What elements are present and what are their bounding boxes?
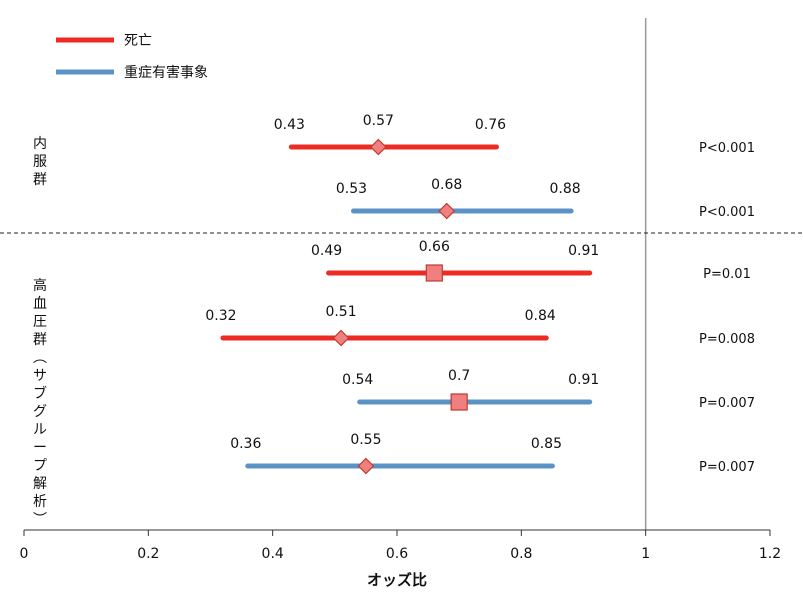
forest-row-1: 0.53 0.68 0.88 P<0.001 [336, 177, 755, 220]
x-tick-label-4: 0.8 [510, 546, 532, 562]
upper-label-5: 0.85 [531, 436, 562, 452]
separators [0, 18, 803, 530]
forest-row-2: 0.49 0.66 0.91 P=0.01 [311, 239, 751, 282]
upper-label-1: 0.88 [549, 181, 580, 197]
upper-label-3: 0.84 [525, 308, 556, 324]
estimate-marker-0 [370, 138, 387, 156]
p-value-5: P=0.007 [699, 460, 755, 475]
forest-row-3: 0.32 0.51 0.84 P=0.008 [205, 304, 755, 347]
estimate-label-3: 0.51 [325, 304, 356, 320]
estimate-marker-5 [357, 457, 375, 475]
lower-label-3: 0.32 [205, 308, 236, 324]
lower-label-2: 0.49 [311, 243, 342, 259]
forest-row-4: 0.54 0.7 0.91 P=0.007 [342, 368, 755, 411]
p-value-0: P<0.001 [699, 141, 755, 156]
estimate-label-5: 0.55 [350, 432, 381, 448]
lower-label-5: 0.36 [230, 436, 261, 452]
estimate-marker-2 [425, 264, 443, 282]
upper-label-0: 0.76 [475, 117, 506, 133]
upper-label-4: 0.91 [568, 372, 599, 388]
legend-label-1: 重症有害事象 [124, 65, 208, 81]
p-value-3: P=0.008 [699, 332, 755, 347]
x-tick-label-0: 0 [20, 546, 29, 562]
estimate-label-1: 0.68 [431, 177, 462, 193]
x-tick-label-5: 1 [641, 546, 650, 562]
lower-label-0: 0.43 [274, 117, 305, 133]
p-value-2: P=0.01 [703, 267, 751, 282]
estimate-marker-4 [450, 393, 468, 411]
x-tick-label-2: 0.4 [262, 546, 284, 562]
legend-label-0: 死亡 [124, 33, 152, 49]
estimate-label-0: 0.57 [363, 113, 394, 129]
forest-row-5: 0.36 0.55 0.85 P=0.007 [230, 432, 755, 475]
p-value-1: P<0.001 [699, 205, 755, 220]
lower-label-1: 0.53 [336, 181, 367, 197]
lower-label-4: 0.54 [342, 372, 373, 388]
group-label-1: 高血圧群︵サブグループ解析︶ [33, 277, 47, 528]
estimate-marker-3 [332, 329, 350, 347]
estimate-label-4: 0.7 [448, 368, 470, 384]
x-tick-label-3: 0.6 [386, 546, 408, 562]
x-axis-label: オッズ比 [367, 571, 427, 589]
group-label-0: 内服群 [33, 136, 47, 188]
estimate-marker-1 [438, 202, 456, 220]
x-tick-label-1: 0.2 [137, 546, 159, 562]
forest-row-0: 0.43 0.57 0.76 P<0.001 [274, 113, 755, 156]
x-axis: 0 0.2 0.4 0.6 0.8 1 1.2 [20, 529, 781, 562]
estimate-label-2: 0.66 [419, 239, 450, 255]
x-tick-label-6: 1.2 [759, 546, 781, 562]
p-value-4: P=0.007 [699, 396, 755, 411]
upper-label-2: 0.91 [568, 243, 599, 259]
